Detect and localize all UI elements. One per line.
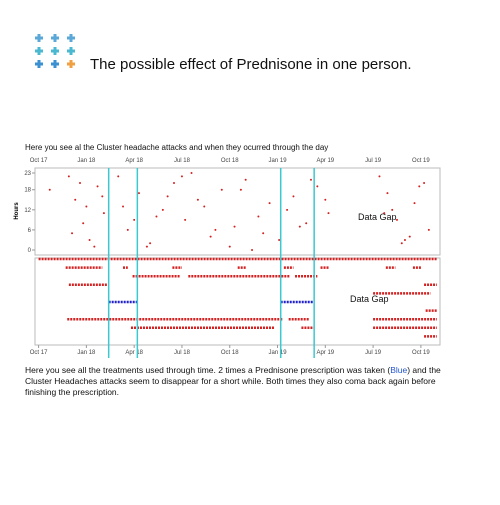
x-tick-label: Apr 19 [316, 350, 334, 356]
attack-point [316, 185, 319, 188]
y-axis-label: Hours [14, 202, 20, 220]
x-tick-label: Apr 19 [316, 158, 334, 164]
attack-point [378, 175, 381, 178]
attack-point [209, 235, 212, 238]
attack-point [427, 228, 430, 231]
top-panel [34, 167, 441, 256]
x-tick-label: Jan 18 [77, 158, 96, 164]
attack-point [88, 238, 91, 241]
x-tick-label: Jul 19 [365, 158, 382, 164]
attack-point [228, 245, 231, 248]
attack-point [400, 242, 403, 245]
attack-point [133, 218, 136, 221]
x-tick-label: Jul 19 [365, 350, 382, 356]
x-tick-label: Apr 18 [125, 158, 143, 164]
attack-point [233, 225, 236, 228]
x-tick-label: Jul 18 [174, 350, 191, 356]
attack-point [383, 212, 386, 215]
x-tick-label: Oct 18 [221, 158, 239, 164]
attack-point [244, 178, 247, 181]
attack-point [418, 185, 421, 188]
attack-point [278, 238, 281, 241]
x-tick-label: Oct 17 [30, 158, 48, 164]
attack-point [161, 208, 164, 211]
x-tick-label: Oct 18 [221, 350, 239, 356]
attack-point [305, 222, 308, 225]
attack-point [172, 182, 175, 185]
x-tick-label: Jan 19 [269, 350, 288, 356]
attack-point [203, 205, 206, 208]
outro-text: Here you see all the treatments used thr… [25, 365, 445, 398]
annotation: Data Gap [358, 212, 397, 222]
outro-highlight: Blue [390, 365, 408, 375]
attack-point [101, 195, 104, 198]
x-tick-label: Oct 19 [412, 158, 430, 164]
attack-point [126, 228, 129, 231]
y-tick-label: 12 [24, 208, 31, 214]
attack-point [71, 232, 74, 235]
attack-point [403, 238, 406, 241]
intro-text: Here you see al the Cluster headache att… [25, 143, 328, 152]
attack-point [220, 188, 223, 191]
attack-point [79, 182, 82, 185]
attack-point [166, 195, 169, 198]
attack-point [196, 198, 199, 201]
attack-point [327, 212, 330, 215]
outro-after: ) and the Cluster Headaches attacks seem… [25, 365, 441, 397]
x-tick-label: Jan 19 [269, 158, 288, 164]
attack-point [386, 192, 389, 195]
attack-point [149, 242, 152, 245]
annotation: Data Gap [350, 294, 389, 304]
outro-before: Here you see all the treatments used thr… [25, 365, 391, 375]
attack-point [96, 185, 99, 188]
logo-icon [35, 34, 75, 68]
attack-point [298, 225, 301, 228]
attack-point [423, 182, 426, 185]
attack-point [251, 249, 254, 251]
attack-point [286, 208, 289, 211]
attack-point [292, 195, 295, 198]
x-tick-label: Oct 17 [30, 350, 48, 356]
attack-point [85, 205, 88, 208]
attack-point [67, 175, 70, 178]
x-tick-label: Apr 18 [125, 350, 143, 356]
attack-point [395, 218, 398, 221]
x-tick-label: Jan 18 [77, 350, 96, 356]
attack-point [257, 215, 260, 218]
attack-point [268, 202, 271, 205]
y-tick-label: 18 [24, 188, 31, 194]
attack-point [145, 245, 148, 248]
attack-point [122, 205, 125, 208]
attack-point [413, 202, 416, 205]
attack-point [82, 222, 85, 225]
y-tick-label: 0 [28, 248, 32, 254]
attack-point [137, 192, 140, 195]
attack-point [155, 215, 158, 218]
title: The possible effect of Prednisone in one… [90, 56, 412, 73]
attack-point [93, 245, 96, 248]
outro-box: Here you see all the treatments used thr… [25, 365, 445, 398]
attack-point [324, 198, 327, 201]
attack-point [180, 175, 183, 178]
attack-point [184, 218, 187, 221]
attack-point [102, 212, 105, 215]
y-tick-label: 6 [28, 228, 32, 234]
attack-point [309, 178, 312, 181]
attack-point [239, 188, 242, 191]
attack-point [48, 188, 51, 191]
attack-point [117, 175, 120, 178]
x-tick-label: Jul 18 [174, 158, 191, 164]
attack-point [408, 235, 411, 238]
attack-point [391, 208, 394, 211]
y-tick-label: 23 [24, 171, 31, 177]
attack-point [214, 228, 217, 231]
attack-point [190, 172, 193, 174]
x-tick-label: Oct 19 [412, 350, 430, 356]
attack-point [74, 198, 77, 201]
attack-point [262, 232, 265, 235]
